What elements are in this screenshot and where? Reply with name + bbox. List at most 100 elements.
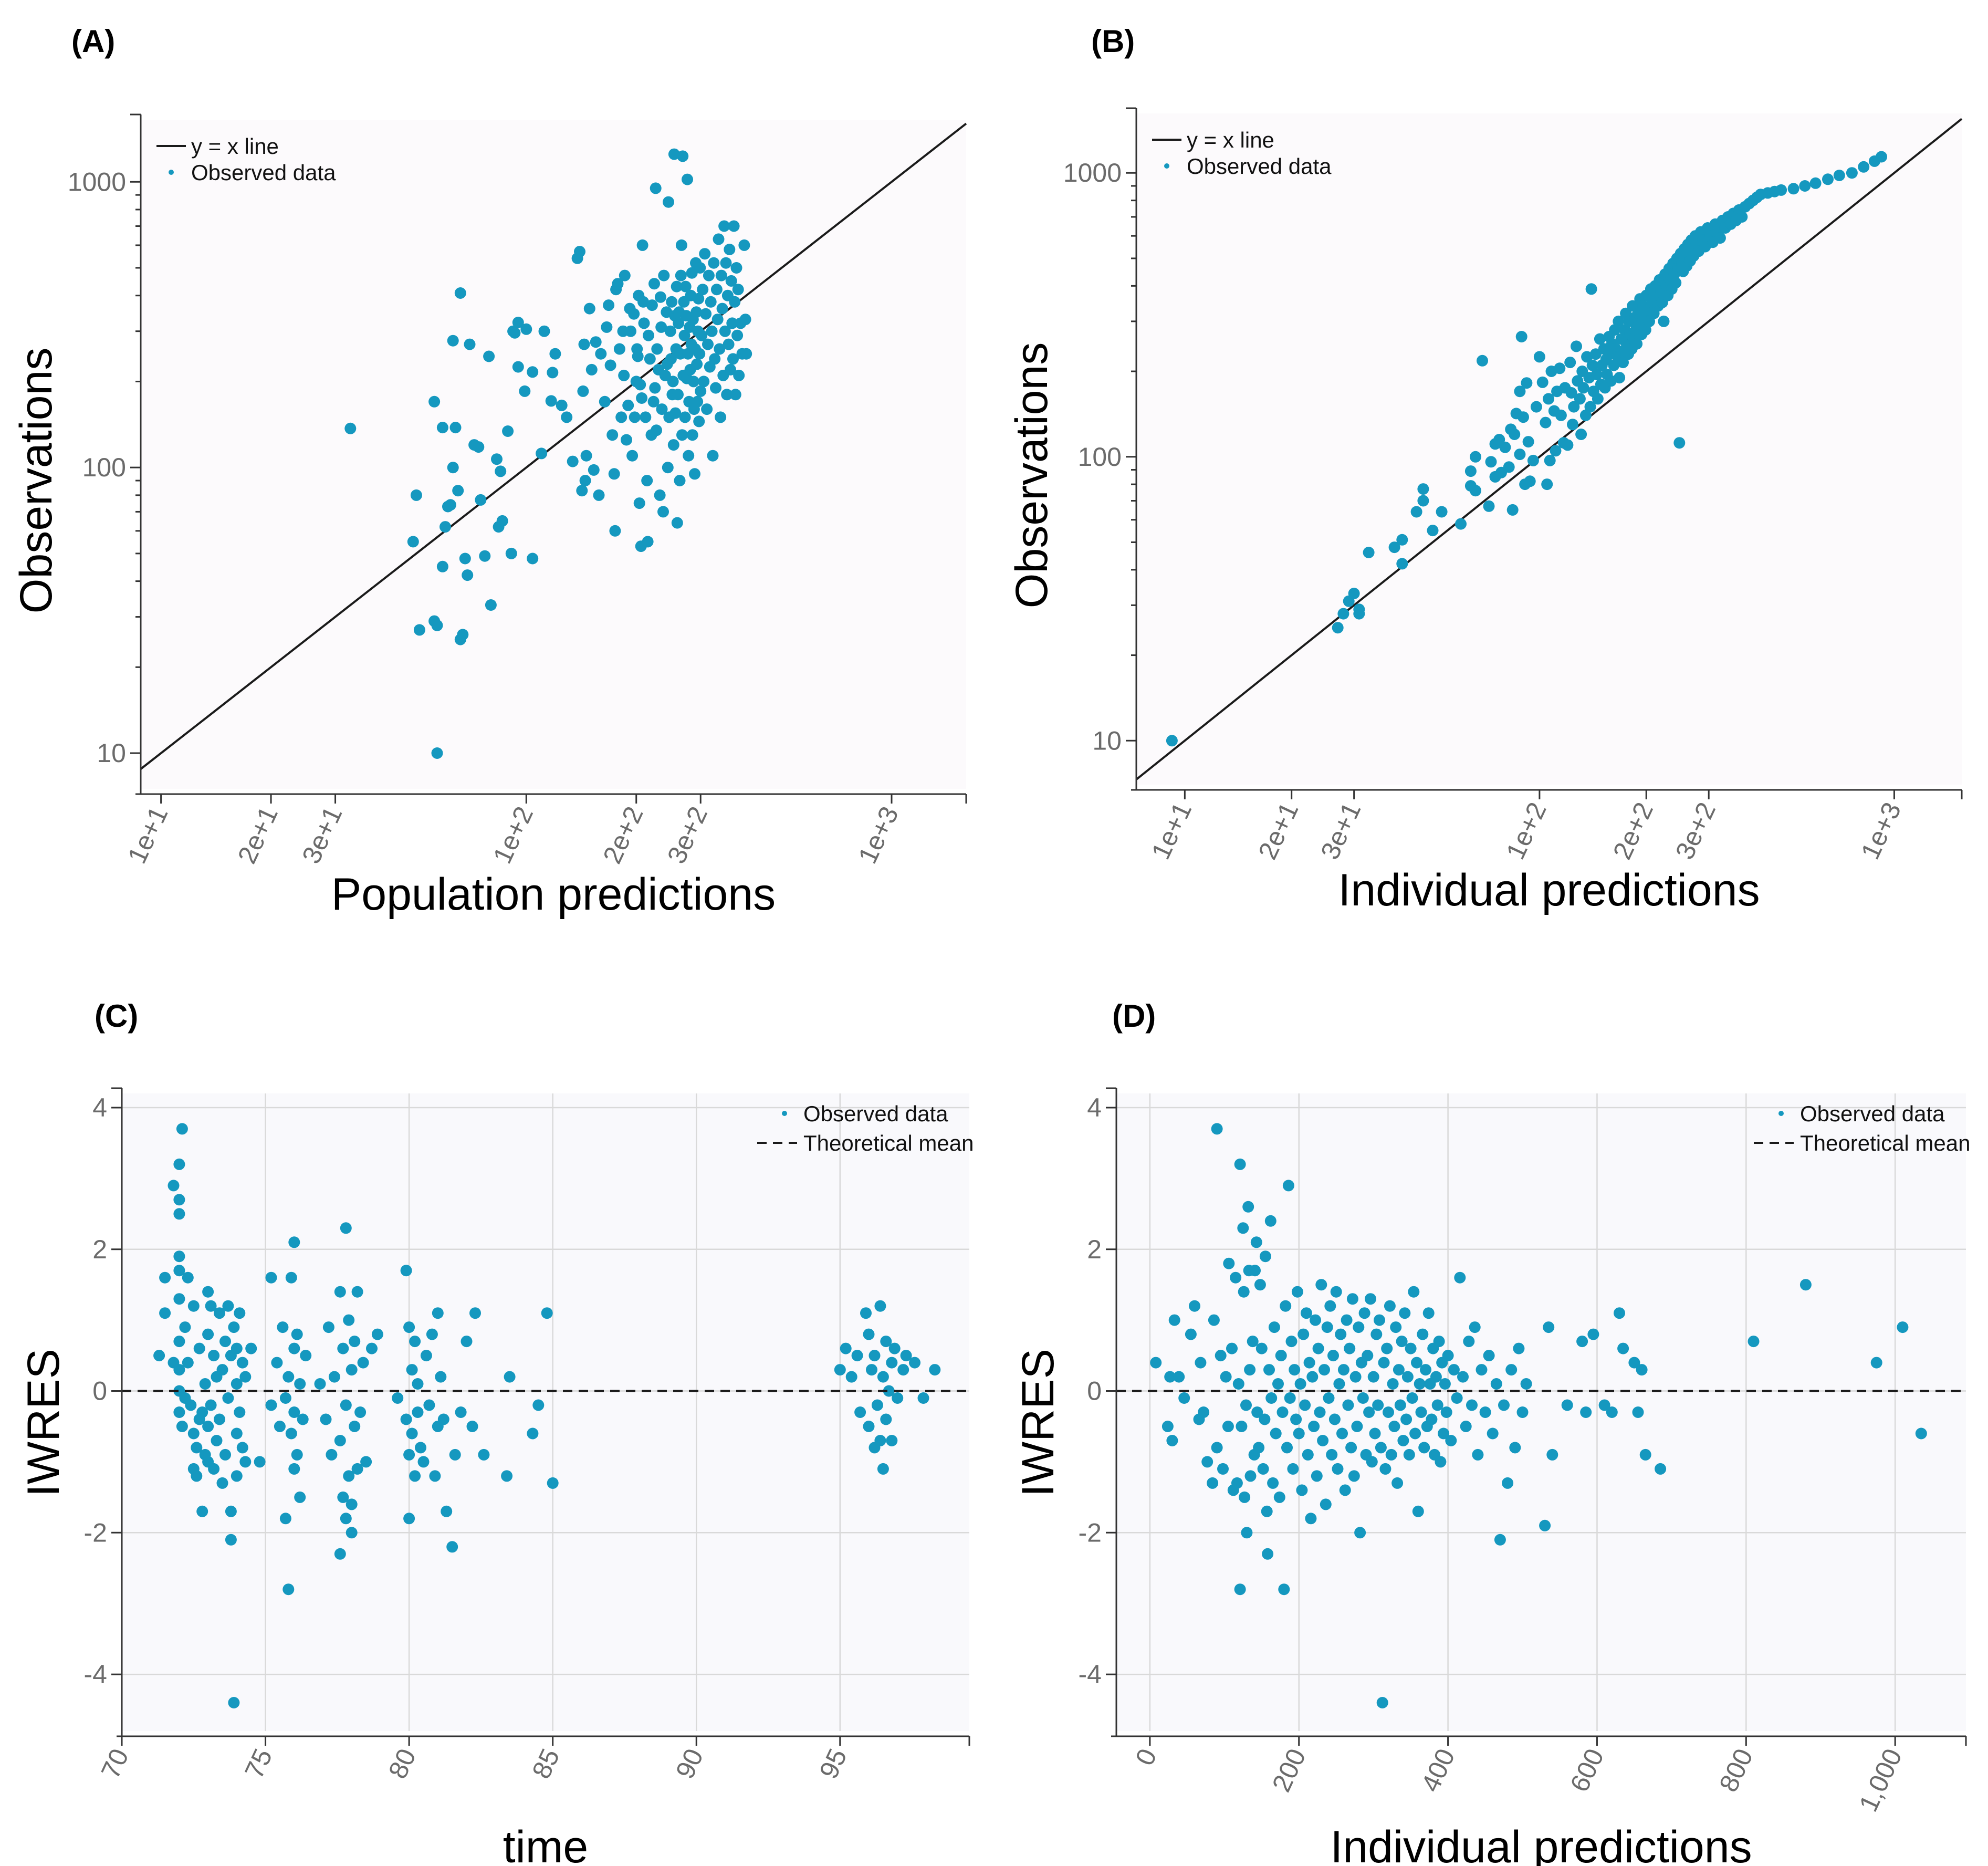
data-point bbox=[632, 350, 644, 362]
data-point bbox=[691, 358, 703, 370]
data-point bbox=[1244, 1470, 1257, 1482]
data-point bbox=[415, 1442, 426, 1454]
data-point bbox=[1427, 525, 1439, 537]
data-point bbox=[710, 382, 721, 394]
data-point bbox=[297, 1413, 309, 1425]
data-point bbox=[720, 257, 732, 269]
data-point bbox=[1571, 340, 1582, 352]
x-tick-label: 1,000 bbox=[1854, 1744, 1908, 1816]
data-point bbox=[604, 359, 616, 371]
data-point bbox=[527, 552, 539, 565]
data-point bbox=[687, 376, 699, 388]
plot-area bbox=[122, 1093, 969, 1731]
data-point bbox=[1736, 211, 1748, 223]
data-point bbox=[728, 220, 740, 232]
x-axis-title: Individual predictions bbox=[1338, 865, 1760, 915]
data-point bbox=[1349, 1371, 1362, 1383]
data-point bbox=[536, 447, 548, 460]
data-point bbox=[1372, 1399, 1384, 1411]
data-point bbox=[512, 317, 524, 328]
data-point bbox=[1846, 167, 1858, 179]
data-point bbox=[1522, 436, 1534, 448]
data-point bbox=[648, 278, 660, 290]
data-point bbox=[360, 1456, 372, 1468]
data-point bbox=[578, 338, 590, 350]
data-point bbox=[219, 1448, 231, 1461]
data-point bbox=[1320, 1498, 1332, 1510]
data-point bbox=[595, 348, 607, 360]
data-point bbox=[1587, 1328, 1599, 1340]
y-tick-label: 0 bbox=[92, 1377, 107, 1406]
data-point bbox=[464, 338, 476, 350]
data-point bbox=[1658, 315, 1670, 327]
data-point bbox=[475, 494, 487, 506]
data-point bbox=[880, 1413, 892, 1425]
data-point bbox=[1335, 1328, 1347, 1340]
data-point bbox=[288, 1342, 300, 1354]
x-tick-label: 400 bbox=[1416, 1744, 1461, 1796]
data-point bbox=[1799, 1279, 1812, 1291]
data-point bbox=[392, 1392, 404, 1404]
data-point bbox=[1255, 1342, 1268, 1354]
legend-dot-swatch bbox=[169, 170, 174, 175]
data-point bbox=[527, 1427, 539, 1440]
data-point bbox=[1714, 232, 1726, 244]
x-tick-label: 3e+2 bbox=[1670, 798, 1721, 864]
data-point bbox=[176, 1123, 188, 1135]
data-point bbox=[606, 429, 619, 441]
data-point bbox=[1162, 1421, 1174, 1432]
data-point bbox=[1417, 483, 1429, 495]
data-point bbox=[1394, 1399, 1406, 1411]
data-point bbox=[320, 1413, 332, 1425]
data-point bbox=[1408, 1286, 1420, 1298]
x-tick-label: 75 bbox=[239, 1744, 278, 1783]
data-point bbox=[659, 369, 671, 381]
data-point bbox=[1385, 1448, 1397, 1461]
data-point bbox=[354, 1406, 367, 1418]
data-point bbox=[1580, 1406, 1592, 1418]
data-point bbox=[153, 1350, 165, 1362]
data-point bbox=[1319, 1364, 1330, 1376]
data-point bbox=[1897, 1321, 1909, 1333]
data-point bbox=[1270, 1427, 1282, 1440]
legend: Observed data Theoretical mean bbox=[1754, 1101, 1971, 1155]
data-point bbox=[877, 1463, 889, 1475]
data-point bbox=[583, 303, 595, 315]
data-point bbox=[1533, 351, 1545, 363]
data-point bbox=[314, 1378, 326, 1390]
data-point bbox=[343, 1470, 355, 1482]
y-tick-label: -2 bbox=[1079, 1518, 1102, 1547]
data-point bbox=[1336, 1427, 1348, 1440]
data-point bbox=[1554, 362, 1566, 374]
data-point bbox=[202, 1328, 214, 1340]
data-point bbox=[1460, 1421, 1472, 1432]
data-point bbox=[1173, 1371, 1185, 1383]
data-point bbox=[892, 1392, 904, 1404]
data-point bbox=[1470, 485, 1481, 497]
data-point bbox=[1410, 506, 1422, 518]
data-point bbox=[1564, 357, 1576, 369]
data-point bbox=[1287, 1463, 1299, 1475]
y-tick-label: 1000 bbox=[68, 167, 126, 196]
panel-b: 10 100 1000 1e+1 2e+1 3e+1 1e+2 2e+2 3e+2 1e+3 Ind… bbox=[1007, 107, 1963, 915]
data-point bbox=[860, 1307, 872, 1319]
y-tick-label: 0 bbox=[1087, 1377, 1102, 1406]
data-point bbox=[699, 248, 711, 260]
data-point bbox=[628, 308, 640, 320]
data-point bbox=[863, 1328, 875, 1340]
data-point bbox=[231, 1342, 243, 1354]
data-point bbox=[351, 1286, 363, 1298]
data-point bbox=[1337, 1364, 1349, 1376]
data-point bbox=[1339, 1484, 1351, 1496]
data-point bbox=[1876, 151, 1887, 163]
data-point bbox=[1406, 1392, 1418, 1404]
data-point bbox=[1321, 1321, 1333, 1333]
data-point bbox=[1237, 1222, 1249, 1234]
data-point bbox=[1575, 429, 1587, 440]
data-point bbox=[346, 1498, 358, 1510]
data-point bbox=[182, 1357, 194, 1369]
data-point bbox=[644, 353, 656, 365]
data-point bbox=[679, 280, 692, 293]
data-point bbox=[1509, 429, 1521, 440]
data-point bbox=[196, 1505, 208, 1517]
